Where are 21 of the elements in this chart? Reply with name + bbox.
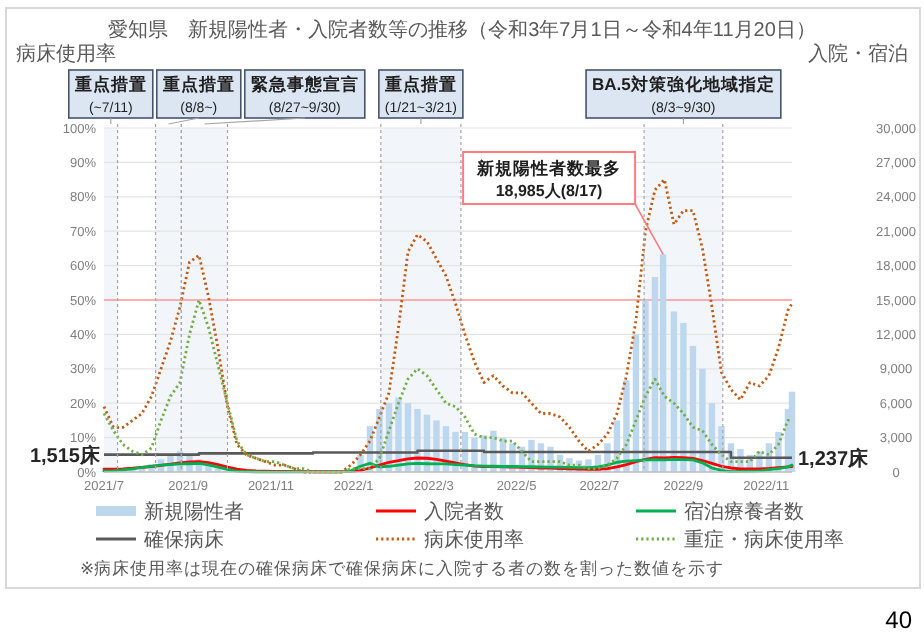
legend-item: 確保病床 bbox=[96, 530, 224, 552]
legend-item: 宿泊療養者数 bbox=[636, 502, 804, 524]
legend-label: 新規陽性者 bbox=[144, 500, 244, 524]
legend-item: 病床使用率 bbox=[376, 530, 524, 552]
chart-title: 愛知県 新規陽性者・入院者数等の推移（令和3年7月1日～令和4年11月20日） bbox=[108, 18, 816, 42]
text: ※病床使用率は現在の確保病床で確保病床に入院する者の数を割った数値を示す bbox=[80, 558, 725, 578]
y2-axis-title: 入院・宿泊 bbox=[808, 42, 908, 66]
legend-label: 宿泊療養者数 bbox=[684, 500, 804, 524]
legend-label: 重症・病床使用率 bbox=[684, 528, 844, 552]
annotation: 新規陽性者数最多 18,985人(8/17) bbox=[475, 158, 622, 200]
text: 40 bbox=[885, 606, 913, 634]
legend-label: 確保病床 bbox=[142, 528, 224, 552]
legend-item: 新規陽性者 bbox=[96, 502, 244, 524]
legend-item: 重症・病床使用率 bbox=[636, 530, 844, 552]
legend-item: 入院者数 bbox=[376, 502, 504, 524]
legend-label: 病床使用率 bbox=[424, 528, 524, 552]
y-axis-title: 病床使用率 bbox=[16, 42, 116, 66]
data-label: 1,237床 bbox=[798, 446, 871, 471]
data-label: 1,515床 bbox=[29, 443, 102, 468]
callout: 新規陽性者数最多 18,985人(8/17) bbox=[462, 151, 664, 256]
legend-label: 入院者数 bbox=[424, 500, 504, 524]
